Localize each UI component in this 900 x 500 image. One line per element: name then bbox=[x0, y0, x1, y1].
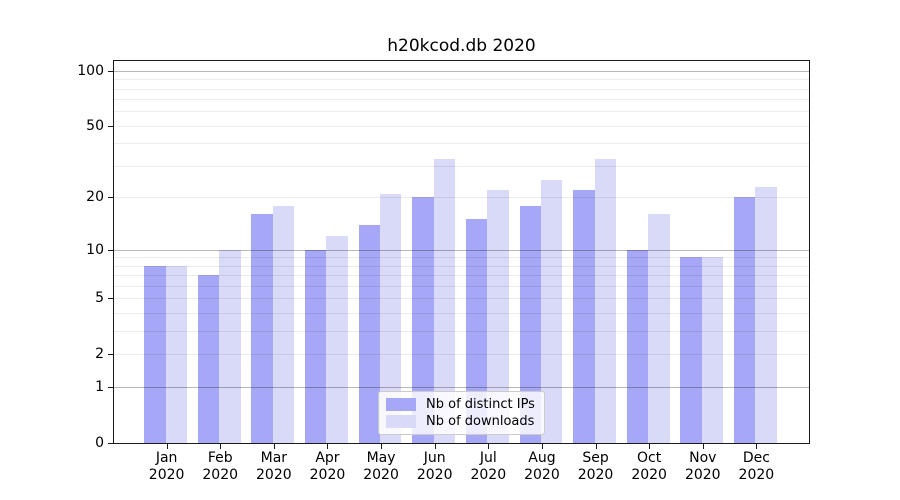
minor-gridline bbox=[114, 88, 809, 90]
minor-gridline bbox=[114, 286, 809, 288]
bar-distinct-ips bbox=[251, 214, 273, 443]
legend-label-distinct-ips: Nb of distinct IPs bbox=[426, 397, 535, 412]
x-axis-tick-mark bbox=[756, 444, 758, 449]
x-axis-tick-mark bbox=[327, 444, 329, 449]
x-axis-tick-label: Jan 2020 bbox=[148, 450, 185, 483]
minor-gridline bbox=[114, 313, 809, 315]
x-axis-tick-label: Apr 2020 bbox=[309, 450, 346, 483]
bar-distinct-ips bbox=[519, 205, 541, 443]
bar-downloads bbox=[272, 205, 295, 443]
y-axis-tick-label: 50 bbox=[86, 117, 104, 134]
plot-area bbox=[113, 60, 810, 444]
bar-distinct-ips bbox=[573, 190, 595, 443]
bar-downloads bbox=[648, 214, 670, 443]
legend-swatch-distinct-ips bbox=[386, 398, 416, 411]
minor-gridline bbox=[114, 197, 809, 199]
x-axis-tick-mark bbox=[488, 444, 490, 449]
major-gridline bbox=[114, 70, 809, 72]
x-axis-tick-label: Aug 2020 bbox=[524, 450, 560, 483]
y-axis-tick-mark bbox=[108, 197, 113, 199]
y-axis-tick-mark bbox=[108, 125, 113, 127]
legend-label-downloads: Nb of downloads bbox=[426, 414, 535, 429]
minor-gridline bbox=[114, 354, 809, 356]
bar-distinct-ips bbox=[197, 275, 220, 443]
bar-downloads bbox=[755, 186, 777, 443]
x-axis-tick-label: Oct 2020 bbox=[631, 450, 667, 483]
y-axis-tick-label: 100 bbox=[77, 62, 104, 79]
minor-gridline bbox=[114, 275, 809, 277]
x-axis-tick-mark bbox=[273, 444, 275, 449]
minor-gridline bbox=[114, 265, 809, 267]
x-axis-tick-label: Dec 2020 bbox=[738, 450, 775, 483]
y-axis-tick-mark bbox=[108, 249, 113, 251]
x-axis-tick-label: Sep 2020 bbox=[577, 450, 614, 483]
x-axis-tick-label: May 2020 bbox=[363, 450, 399, 483]
y-axis-tick-mark bbox=[108, 70, 113, 72]
y-axis-tick-label: 10 bbox=[86, 241, 104, 258]
x-axis-tick-mark bbox=[434, 444, 436, 449]
minor-gridline bbox=[114, 111, 809, 113]
x-axis-tick-label: Mar 2020 bbox=[256, 450, 292, 483]
minor-gridline bbox=[114, 298, 809, 300]
x-axis-tick-label: Jul 2020 bbox=[470, 450, 507, 483]
bar-downloads bbox=[433, 158, 456, 443]
minor-gridline bbox=[114, 99, 809, 101]
bar-distinct-ips bbox=[626, 249, 649, 443]
y-axis-tick-label: 20 bbox=[86, 189, 104, 206]
bar-downloads bbox=[219, 249, 241, 443]
y-axis-tick-mark bbox=[108, 298, 113, 300]
chart-title: h20kcod.db 2020 bbox=[387, 36, 536, 56]
y-axis-tick-mark bbox=[108, 443, 113, 444]
x-axis-tick-label: Nov 2020 bbox=[684, 450, 721, 483]
legend-swatch-downloads bbox=[386, 415, 416, 428]
bar-downloads bbox=[594, 158, 616, 443]
bar-distinct-ips bbox=[465, 219, 488, 443]
x-axis-tick-label: Feb 2020 bbox=[202, 450, 239, 483]
minor-gridline bbox=[114, 257, 809, 259]
x-axis-tick-mark bbox=[595, 444, 597, 449]
y-axis-tick-label: 0 bbox=[95, 435, 104, 451]
bar-downloads bbox=[165, 265, 187, 443]
minor-gridline bbox=[114, 331, 809, 333]
bar-distinct-ips bbox=[680, 257, 702, 443]
y-axis-tick-label: 5 bbox=[95, 290, 104, 307]
y-axis-tick-label: 2 bbox=[95, 346, 104, 363]
bar-downloads bbox=[487, 190, 509, 443]
major-gridline bbox=[114, 249, 809, 251]
legend-item-downloads: Nb of downloads bbox=[386, 414, 536, 429]
legend: Nb of distinct IPs Nb of downloads bbox=[378, 391, 545, 435]
x-axis-tick-mark bbox=[220, 444, 222, 449]
y-axis-tick-label: 1 bbox=[95, 379, 104, 396]
major-gridline bbox=[114, 387, 809, 389]
x-axis-tick-mark bbox=[166, 444, 168, 449]
legend-item-distinct-ips: Nb of distinct IPs bbox=[386, 397, 536, 412]
x-axis-tick-mark bbox=[649, 444, 651, 449]
bar-distinct-ips bbox=[144, 265, 166, 443]
minor-gridline bbox=[114, 143, 809, 145]
bar-downloads bbox=[701, 257, 724, 443]
bar-downloads bbox=[540, 180, 563, 443]
minor-gridline bbox=[114, 166, 809, 168]
x-axis-tick-mark bbox=[541, 444, 543, 449]
minor-gridline bbox=[114, 79, 809, 81]
x-axis-tick-mark bbox=[702, 444, 704, 449]
bar-downloads bbox=[326, 236, 348, 443]
y-axis-tick-mark bbox=[108, 387, 113, 389]
bar-distinct-ips bbox=[305, 249, 327, 443]
bar-distinct-ips bbox=[412, 197, 434, 443]
bar-distinct-ips bbox=[733, 197, 756, 443]
bar-downloads bbox=[380, 193, 402, 443]
x-axis-tick-mark bbox=[381, 444, 383, 449]
minor-gridline bbox=[114, 125, 809, 127]
y-axis-tick-mark bbox=[108, 354, 113, 356]
bar-distinct-ips bbox=[358, 224, 381, 443]
x-axis-tick-label: Jun 2020 bbox=[416, 450, 453, 483]
